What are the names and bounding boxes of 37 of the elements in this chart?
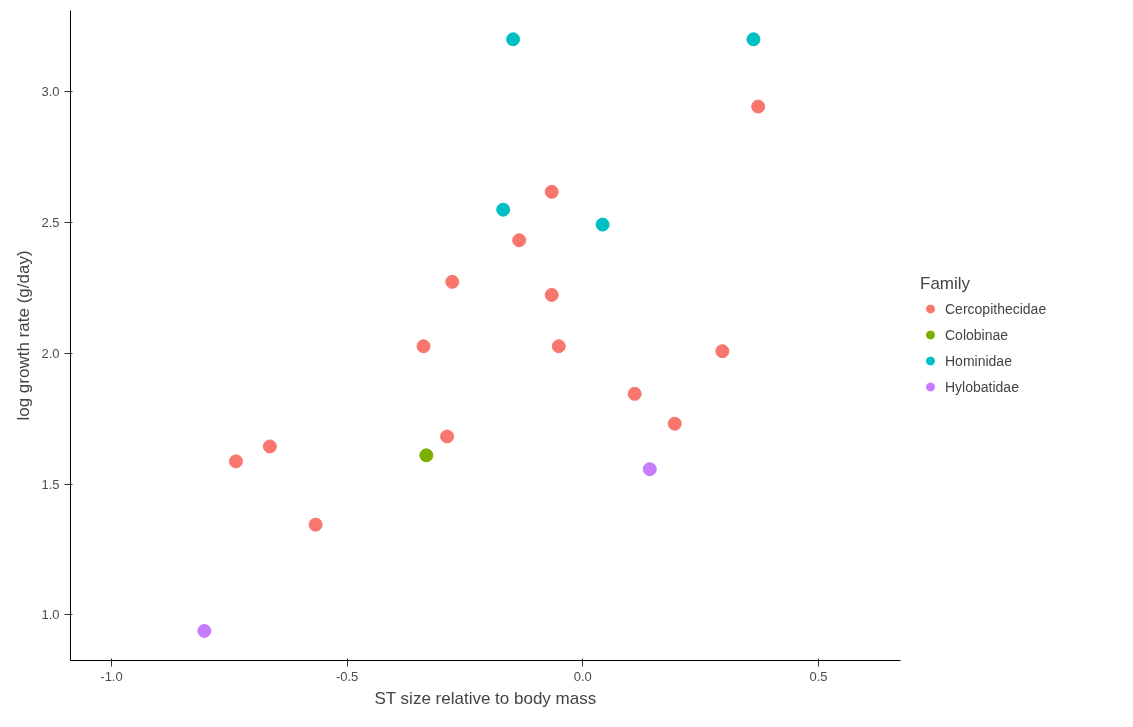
point	[551, 339, 566, 354]
legend-label: Colobinae	[945, 326, 1009, 343]
point	[440, 429, 455, 444]
point	[751, 99, 766, 114]
point	[627, 386, 642, 401]
y-tick-label: 2.0	[41, 345, 60, 361]
legend-title: Family	[920, 273, 972, 294]
point	[445, 274, 460, 289]
point	[496, 202, 511, 217]
point	[228, 454, 243, 469]
x-tick-label: -1.0	[100, 668, 123, 684]
y-tick-label: 1.0	[41, 607, 60, 623]
legend-label: Cercopithecidae	[945, 300, 1047, 317]
point	[506, 32, 521, 47]
point	[544, 287, 559, 302]
point	[544, 184, 559, 199]
point	[667, 416, 682, 431]
point	[416, 339, 431, 354]
legend-label: Hominidae	[945, 352, 1012, 369]
legend-label: Hylobatidae	[945, 378, 1019, 395]
point	[197, 623, 212, 638]
y-tick-label: 2.5	[41, 214, 60, 230]
point	[715, 344, 730, 359]
point	[512, 233, 527, 248]
y-tick-label: 3.0	[41, 84, 60, 100]
y-tick-label: 1.5	[41, 476, 60, 492]
point	[419, 448, 434, 463]
point	[746, 32, 761, 47]
y-axis-title: log growth rate (g/day)	[14, 250, 34, 421]
x-axis-title: ST size relative to body mass	[374, 688, 597, 708]
x-tick-label: 0.5	[809, 668, 828, 684]
point	[595, 217, 610, 232]
x-tick-label: 0.0	[573, 668, 592, 684]
point	[308, 517, 323, 532]
x-tick-label: -0.5	[335, 668, 359, 684]
point	[642, 462, 657, 477]
point	[262, 439, 277, 454]
